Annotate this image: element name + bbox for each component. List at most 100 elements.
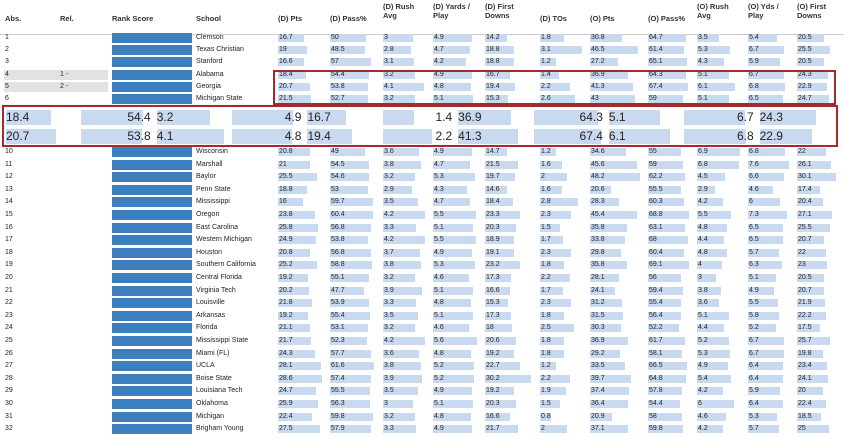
stat-bar: [590, 58, 619, 67]
stat-bar: [697, 324, 725, 333]
stat-bar: [278, 324, 311, 333]
stat-value: 20.8: [279, 148, 293, 155]
stat-value: 1.8: [541, 349, 551, 357]
stat-value: 4.2: [698, 198, 708, 206]
stat-value: 57.9: [331, 425, 345, 433]
stat-bar: [383, 425, 416, 434]
stat-bar: [383, 82, 424, 91]
stat-bar: [648, 82, 688, 91]
stat-value: 17.3: [486, 311, 500, 319]
stat-bar: [797, 173, 836, 182]
stat-bar: [278, 400, 318, 408]
stat-bar: [648, 412, 683, 421]
stat-bar: [485, 211, 521, 219]
stat-bar: [330, 324, 368, 333]
stat-value: 20.5: [798, 58, 812, 66]
stat-bar: [383, 387, 418, 396]
zoom-value: 67.4: [579, 129, 603, 143]
column-header: (O) Pts: [590, 14, 615, 23]
stat-value: 64.3: [649, 70, 663, 78]
stat-bar: [797, 387, 823, 396]
stat-value: 25.7: [798, 337, 812, 344]
stat-bar: [697, 223, 727, 232]
stat-value: 55: [649, 148, 657, 155]
stat-bar: [330, 400, 371, 408]
stat-value: 21.9: [798, 299, 812, 307]
zoom-value: 54.4: [127, 110, 151, 124]
school: Mississippi State: [196, 337, 249, 344]
zoom-bar: [684, 110, 746, 125]
stat-value: 35.8: [591, 261, 605, 269]
zoom-bar: [232, 129, 292, 144]
stat-bar: [540, 349, 565, 358]
stat-bar: [383, 324, 415, 333]
stat-value: 2: [541, 425, 545, 433]
abs-rank: 30: [5, 400, 13, 407]
column-header: (D) First Downs: [485, 2, 514, 20]
stat-bar: [433, 70, 472, 79]
school: Virginia Tech: [196, 286, 236, 294]
stat-bar: [540, 374, 570, 383]
stat-value: 3.5: [384, 311, 394, 319]
stat-bar: [433, 82, 471, 91]
stat-value: 2: [541, 173, 545, 181]
rank-score-bar: [112, 69, 192, 80]
zoom-value: 6.8: [736, 129, 754, 143]
school: Wisconsin: [196, 148, 228, 155]
stat-bar: [540, 236, 564, 245]
stat-value: 3.6: [384, 148, 394, 155]
stat-value: 3.1: [541, 46, 551, 54]
stat-bar: [433, 58, 466, 67]
stat-value: 6.7: [749, 349, 759, 357]
stat-value: 14.6: [486, 185, 500, 193]
rank-score-bar: [112, 285, 192, 296]
stat-bar: [748, 58, 780, 67]
stat-value: 29.8: [591, 248, 605, 256]
stat-bar: [433, 274, 470, 282]
stat-bar: [540, 223, 561, 232]
stat-bar: [697, 95, 729, 103]
rank-score-bar: [112, 348, 192, 359]
stat-value: 5.5: [749, 299, 759, 307]
stat-bar: [540, 211, 572, 219]
stat-value: 19: [279, 46, 287, 54]
stat-value: 4.2: [384, 337, 394, 344]
stat-bar: [330, 387, 370, 396]
stat-bar: [330, 374, 371, 383]
stat-bar: [433, 261, 475, 270]
stat-value: 6.8: [698, 160, 708, 168]
stat-value: 3.6: [698, 299, 708, 307]
stat-value: 21.7: [279, 337, 293, 344]
stat-bar: [697, 286, 721, 295]
abs-rank: 20: [5, 274, 13, 281]
stat-bar: [485, 362, 520, 371]
highlight: [4, 81, 108, 92]
stat-value: 24.7: [798, 95, 812, 102]
stat-bar: [540, 387, 566, 396]
stat-bar: [540, 400, 561, 408]
abs-rank: 17: [5, 236, 13, 244]
stat-value: 19.2: [486, 387, 500, 395]
stat-bar: [433, 223, 474, 232]
school: Michigan State: [196, 95, 243, 102]
stat-value: 28.6: [279, 374, 293, 382]
stat-bar: [697, 58, 724, 67]
school: Houston: [196, 248, 223, 256]
stat-bar: [590, 236, 626, 245]
stat-bar: [278, 311, 308, 320]
stat-bar: [540, 337, 565, 345]
stat-bar: [540, 82, 570, 91]
stat-value: 1.2: [541, 362, 551, 370]
zoom-box: [2, 105, 838, 147]
stat-bar: [383, 374, 422, 383]
stat-value: 63.1: [649, 223, 663, 231]
stat-value: 4.1: [384, 82, 394, 90]
stat-value: 7.3: [749, 211, 759, 218]
school: Penn State: [196, 185, 231, 193]
abs-rank: 23: [5, 311, 13, 319]
stat-value: 5.4: [698, 374, 708, 382]
stat-bar: [278, 34, 304, 42]
stat-bar: [330, 299, 369, 308]
stat-bar: [748, 374, 783, 383]
stat-bar: [485, 286, 511, 295]
